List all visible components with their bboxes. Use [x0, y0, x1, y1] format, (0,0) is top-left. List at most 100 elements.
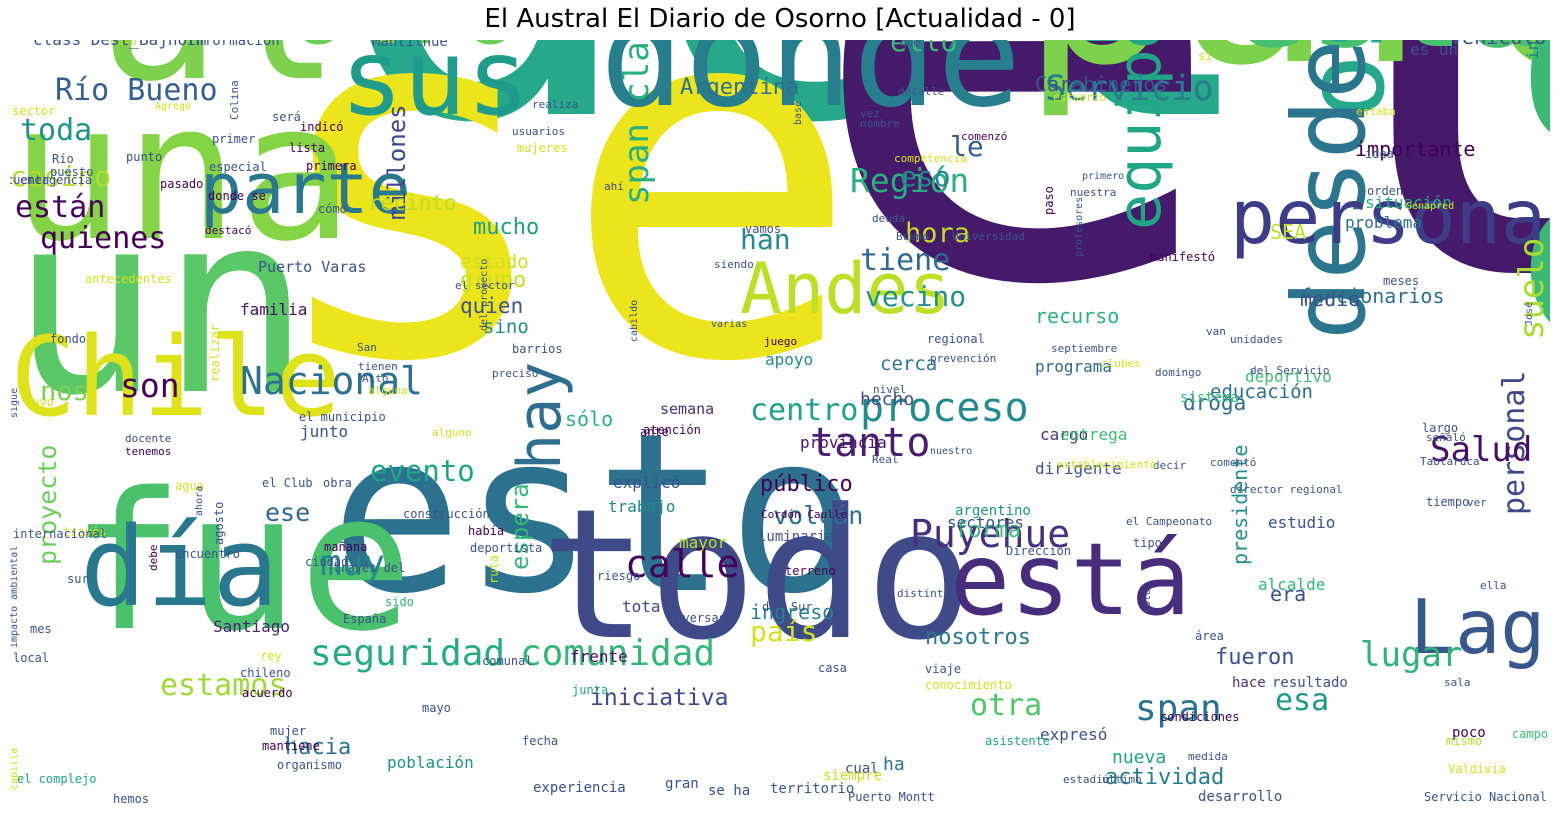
word-197: docente: [125, 432, 172, 446]
word-181: diversas: [668, 611, 726, 626]
word-258: juego: [764, 335, 798, 349]
word-85: nosotros: [925, 625, 1031, 651]
word-133: ha: [883, 753, 905, 775]
word-283: comentó: [1210, 456, 1257, 470]
word-12: comuna: [520, 40, 953, 44]
word-287: Real: [872, 453, 899, 467]
word-100: problema: [1345, 213, 1423, 233]
word-249: competencia: [894, 152, 967, 166]
word-33: seguridad: [310, 633, 506, 675]
word-163: encuentro: [175, 547, 241, 562]
word-13: zona: [980, 40, 1245, 42]
word-279: Tablaruca: [1420, 455, 1480, 469]
word-226: será: [272, 110, 301, 125]
word-183: través del: [333, 561, 406, 576]
word-288: el Campeonato: [1126, 515, 1213, 529]
word-54: están: [15, 190, 106, 225]
word-274: domingo: [1155, 366, 1202, 380]
word-209: del proyecto: [479, 258, 490, 331]
word-102: deportivo: [1245, 367, 1332, 387]
word-29: Puyehue: [910, 511, 1071, 556]
word-202: fondo: [50, 332, 87, 347]
word-143: condiciones: [1160, 710, 1240, 725]
word-208: barrios: [512, 342, 563, 357]
word-168: sur: [67, 572, 89, 587]
word-8: esto: [330, 386, 860, 642]
word-201: sigue: [10, 387, 20, 418]
word-189: Dirección: [1006, 544, 1072, 559]
word-236: qué: [900, 40, 920, 50]
word-167: través: [63, 525, 107, 540]
word-203: San: [357, 341, 377, 355]
word-240: detalle: [898, 85, 945, 99]
word-293: sala: [1444, 676, 1471, 690]
word-276: José: [1524, 301, 1535, 326]
word-184: ciudad: [305, 555, 349, 570]
word-80: medio: [1300, 287, 1361, 311]
word-114: familia: [240, 300, 308, 320]
word-147: hemos: [113, 792, 150, 807]
word-107: explicó: [613, 473, 681, 493]
word-254: paso: [1042, 186, 1056, 215]
word-125: mayor: [679, 533, 728, 553]
word-225: indicó: [300, 120, 344, 135]
word-67: iniciativa: [590, 684, 729, 711]
word-177: riesgo: [597, 569, 641, 584]
word-73: Argentina: [680, 75, 800, 101]
word-166: chileno: [240, 666, 291, 681]
word-232: caso: [110, 40, 137, 49]
word-50: son: [120, 365, 180, 405]
word-36: calle: [625, 541, 740, 586]
word-289: tipo: [1133, 536, 1162, 551]
word-268: primero: [1082, 171, 1125, 182]
word-211: el sector: [455, 279, 515, 293]
word-74: Carabineros: [1035, 72, 1168, 96]
word-86: público: [760, 472, 853, 498]
word-45: Río Bueno: [55, 73, 218, 108]
word-195: realizar: [208, 324, 222, 382]
word-165: mañana: [324, 540, 368, 555]
word-83: educación: [1210, 380, 1313, 403]
word-144: cual: [845, 760, 879, 777]
word-295: estadio: [1063, 773, 1110, 787]
word-270: orden: [1367, 184, 1404, 199]
word-291: área: [1195, 629, 1224, 644]
word-251: deuda: [872, 212, 906, 226]
word-18: Chile: [10, 313, 342, 441]
word-210: cabildo: [629, 299, 640, 342]
word-262: clubes: [1101, 357, 1141, 371]
word-34: comunidad: [520, 633, 716, 675]
word-24: Lago: [1410, 583, 1550, 671]
word-87: volcán: [773, 501, 864, 530]
word-115: junto: [300, 422, 349, 442]
word-32: Nacional: [240, 358, 424, 403]
word-281: ver: [1467, 496, 1487, 510]
word-224: primer: [212, 132, 256, 147]
word-108: frente: [570, 647, 628, 667]
word-43: Salud: [1430, 429, 1533, 470]
word-112: provincia: [800, 433, 887, 453]
word-146: Puerto Montt: [848, 790, 935, 805]
word-188: junta: [572, 683, 609, 698]
word-122: dirigente: [1035, 459, 1122, 479]
word-255: vamos: [745, 222, 782, 237]
word-155: mes: [30, 622, 52, 637]
word-266: meses: [1383, 274, 1420, 289]
word-179: distintos: [897, 587, 957, 601]
word-216: cómo: [318, 202, 347, 217]
word-157: acuerdo: [242, 686, 293, 701]
word-245: usuarios: [512, 125, 565, 139]
word-185: casa: [818, 661, 847, 676]
word-130: hace: [1232, 674, 1266, 691]
word-95: estado: [460, 250, 529, 273]
word-141: mismo: [1446, 734, 1483, 749]
word-221: cuenta: [10, 173, 50, 188]
word-39: muy: [320, 543, 386, 585]
word-35: estamos: [160, 668, 287, 703]
word-275: del Servicio: [1250, 364, 1330, 378]
word-0: del: [330, 40, 1269, 194]
word-204: tienen: [358, 360, 398, 374]
word-16: hasta: [10, 40, 341, 52]
word-126: sectores: [947, 513, 1025, 533]
word-180: del Sur: [762, 600, 813, 615]
